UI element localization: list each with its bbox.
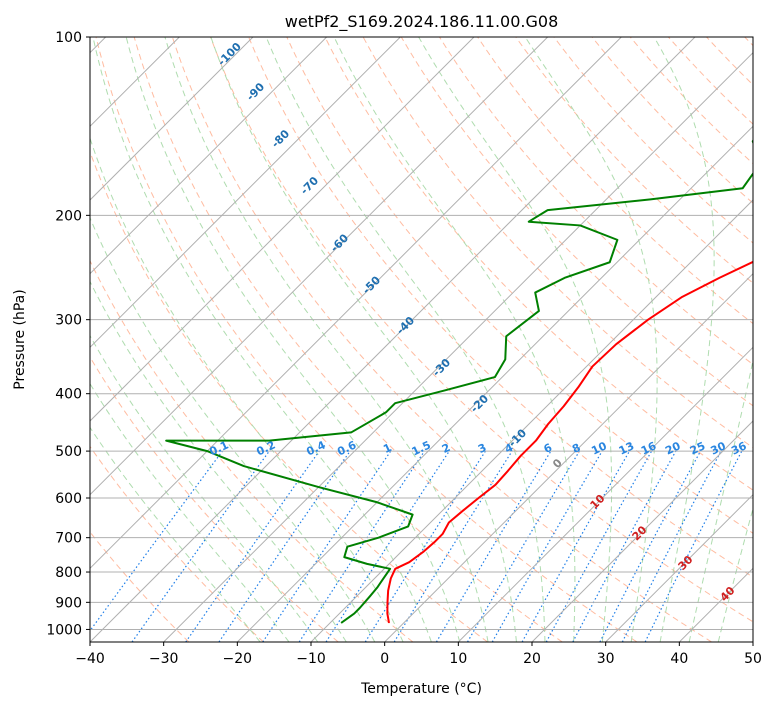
x-tick-label: 30 bbox=[597, 651, 615, 667]
y-tick-label: 700 bbox=[55, 531, 82, 547]
y-tick-label: 800 bbox=[55, 565, 82, 581]
chart-title: wetPf2_S169.2024.186.11.00.G08 bbox=[285, 12, 559, 32]
y-tick-label: 500 bbox=[55, 444, 82, 460]
x-tick-label: 50 bbox=[744, 651, 762, 667]
x-tick-label: −40 bbox=[75, 651, 105, 667]
x-tick-label: 40 bbox=[670, 651, 688, 667]
y-tick-label: 400 bbox=[55, 387, 82, 403]
y-tick-label: 100 bbox=[55, 30, 82, 46]
x-tick-label: −20 bbox=[223, 651, 253, 667]
y-tick-label: 300 bbox=[55, 313, 82, 329]
x-tick-label: 10 bbox=[449, 651, 467, 667]
y-tick-label: 1000 bbox=[46, 622, 82, 638]
y-tick-label: 900 bbox=[55, 595, 82, 611]
y-axis-label: Pressure (hPa) bbox=[12, 289, 28, 389]
y-tick-label: 200 bbox=[55, 208, 82, 224]
x-tick-label: −10 bbox=[296, 651, 326, 667]
x-axis-label: Temperature (°C) bbox=[360, 681, 482, 697]
x-tick-label: 0 bbox=[380, 651, 389, 667]
x-tick-label: 20 bbox=[523, 651, 541, 667]
y-tick-label: 600 bbox=[55, 491, 82, 507]
x-tick-label: −30 bbox=[149, 651, 179, 667]
